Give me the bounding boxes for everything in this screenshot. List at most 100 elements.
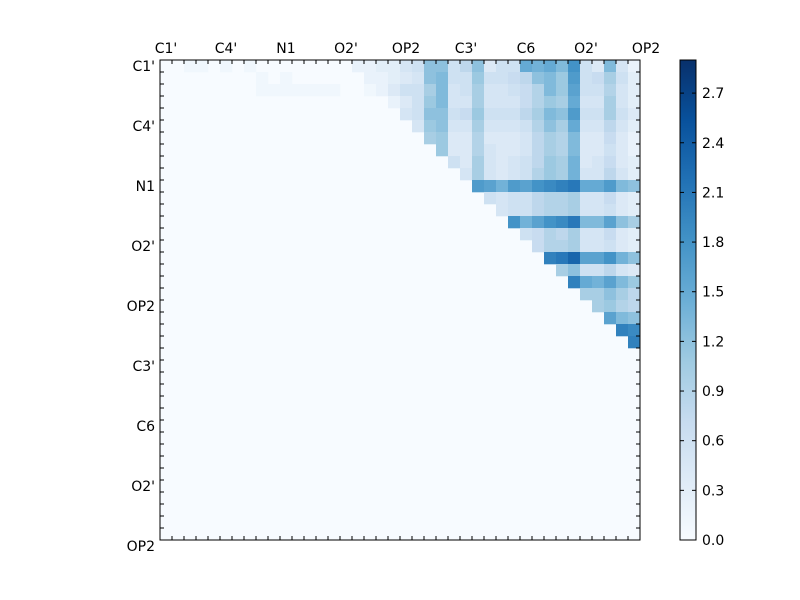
heatmap-cell [508, 216, 521, 229]
heatmap-cell [472, 72, 485, 85]
heatmap-cell [592, 60, 605, 73]
heatmap-cell [544, 156, 557, 169]
heatmap-cell [544, 144, 557, 157]
heatmap-cell [520, 228, 533, 241]
colorbar-tick-label: 0.6 [702, 434, 724, 450]
heatmap-cell [592, 252, 605, 265]
heatmap-cell [532, 204, 545, 217]
heatmap-cell [604, 312, 617, 325]
heatmap-cell [400, 108, 413, 121]
heatmap-cell [460, 120, 473, 133]
heatmap-cell [520, 144, 533, 157]
heatmap-cell [556, 240, 569, 253]
heatmap-cell [628, 300, 641, 313]
heatmap-cell [412, 96, 425, 109]
heatmap-cell [508, 96, 521, 109]
colorbar-ticks: 0.0 0.3 0.6 0.9 1.2 1.5 1.8 2.1 2.4 2.7 [680, 86, 724, 549]
heatmap-cell [604, 252, 617, 265]
heatmap-cell [556, 252, 569, 265]
heatmap-cell [544, 84, 557, 97]
heatmap-cell [520, 84, 533, 97]
y-tick-label: OP2 [127, 299, 155, 315]
heatmap-cell [472, 84, 485, 97]
heatmap-cell [508, 144, 521, 157]
heatmap-cell [568, 96, 581, 109]
x-tick-label: C6 [517, 41, 536, 57]
heatmap-cell [520, 192, 533, 205]
heatmap-cell [436, 72, 449, 85]
heatmap-cell [544, 180, 557, 193]
heatmap-cell [484, 72, 497, 85]
heatmap-cell [604, 228, 617, 241]
heatmap-cell [520, 216, 533, 229]
heatmap-cell [616, 60, 629, 73]
heatmap-cell [496, 144, 509, 157]
heatmap-cell [460, 108, 473, 121]
heatmap-cell [496, 132, 509, 145]
heatmap-cell [568, 168, 581, 181]
heatmap-cell [556, 60, 569, 73]
heatmap-cell [220, 60, 233, 73]
x-tick-label: OP2 [392, 41, 420, 57]
heatmap-cell [556, 168, 569, 181]
heatmap-cell [592, 180, 605, 193]
x-tick-labels: C1' C4' N1 O2' OP2 C3' C6 O2' OP2 [155, 41, 660, 57]
heatmap-cell [544, 252, 557, 265]
colorbar-tick-label: 2.1 [702, 185, 724, 201]
heatmap-cell [484, 180, 497, 193]
heatmap-cell [184, 60, 197, 73]
heatmap-cell [508, 132, 521, 145]
heatmap-cell [508, 72, 521, 85]
heatmap-cell [544, 228, 557, 241]
heatmap-cell [436, 120, 449, 133]
y-tick-label: C3' [132, 359, 155, 375]
heatmap-cell [556, 144, 569, 157]
heatmap-cell [472, 120, 485, 133]
y-tick-label: O2' [131, 239, 155, 255]
heatmap-cell [448, 108, 461, 121]
heatmap-cell [568, 156, 581, 169]
heatmap-cell [292, 84, 305, 97]
y-tick-labels: C1' C4' N1 O2' OP2 C3' C6 O2' OP2 [127, 59, 155, 555]
heatmap-cell [448, 120, 461, 133]
heatmap-cell [568, 276, 581, 289]
heatmap-cell [616, 300, 629, 313]
heatmap-cell [580, 132, 593, 145]
heatmap-cell [580, 216, 593, 229]
heatmap-cell [628, 60, 641, 73]
heatmap-cell [520, 156, 533, 169]
heatmap-cell [460, 168, 473, 181]
heatmap-cell [448, 156, 461, 169]
heatmap-cell [580, 264, 593, 277]
heatmap-cell [424, 84, 437, 97]
heatmap-cell [616, 120, 629, 133]
heatmap-cell [520, 96, 533, 109]
heatmap-cell [556, 156, 569, 169]
x-tick-label: C4' [215, 41, 238, 57]
heatmap-cell [568, 264, 581, 277]
heatmap-cell [484, 108, 497, 121]
x-tick-label: N1 [276, 41, 295, 57]
heatmap-cell [604, 72, 617, 85]
colorbar-tick-label: 2.4 [702, 136, 724, 152]
heatmap-cell [628, 324, 641, 337]
heatmap-cell [436, 84, 449, 97]
heatmap-cell [460, 156, 473, 169]
heatmap-cell [628, 216, 641, 229]
heatmap-cell [592, 108, 605, 121]
heatmap-cell [472, 144, 485, 157]
heatmap-cell [496, 204, 509, 217]
heatmap-cell [580, 252, 593, 265]
heatmap-cell [544, 192, 557, 205]
heatmap-cell [424, 120, 437, 133]
colorbar-tick-label: 1.5 [702, 285, 724, 301]
heatmap-cell [568, 252, 581, 265]
x-tick-label: C3' [455, 41, 478, 57]
heatmap-cell [364, 72, 377, 85]
heatmap-cell [460, 96, 473, 109]
heatmap-cell [520, 120, 533, 133]
heatmap-cell [520, 108, 533, 121]
heatmap-cell [532, 144, 545, 157]
heatmap-cell [508, 120, 521, 133]
